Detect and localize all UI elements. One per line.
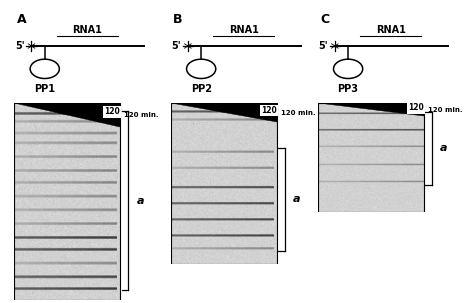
Text: 120: 120 <box>261 106 277 115</box>
Polygon shape <box>318 103 424 116</box>
Text: a: a <box>137 195 144 205</box>
Text: 5': 5' <box>15 41 25 51</box>
Text: PP2: PP2 <box>191 84 212 94</box>
Text: C: C <box>320 14 329 26</box>
Text: RNA1: RNA1 <box>228 25 259 35</box>
Text: 120: 120 <box>408 103 424 112</box>
Polygon shape <box>171 103 277 122</box>
Text: a: a <box>440 143 447 153</box>
Text: 120 min.: 120 min. <box>428 107 462 113</box>
Text: PP1: PP1 <box>34 84 55 94</box>
Bar <box>171 103 277 264</box>
Text: RNA1: RNA1 <box>375 25 406 35</box>
Text: 5': 5' <box>172 41 181 51</box>
Text: PP3: PP3 <box>337 84 359 94</box>
Text: 5': 5' <box>319 41 328 51</box>
Text: B: B <box>173 14 183 26</box>
Text: A: A <box>17 14 27 26</box>
Text: 120 min.: 120 min. <box>281 110 315 116</box>
Text: 120 min.: 120 min. <box>124 112 159 118</box>
Polygon shape <box>14 103 120 127</box>
Text: a: a <box>293 194 300 205</box>
Bar <box>14 103 120 300</box>
Text: RNA1: RNA1 <box>72 25 102 35</box>
Text: 120: 120 <box>105 107 120 116</box>
Bar <box>318 103 424 212</box>
